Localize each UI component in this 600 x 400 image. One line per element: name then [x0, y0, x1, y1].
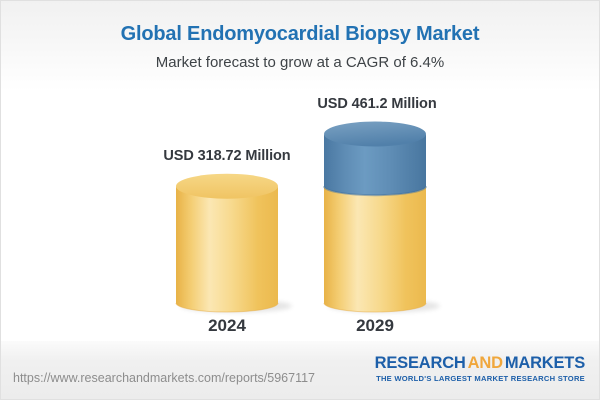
category-label-2024: 2024 — [208, 316, 246, 335]
page-title: Global Endomyocardial Biopsy Market — [120, 23, 480, 45]
gold-cylinder-top-face — [176, 173, 278, 199]
bottom-rim — [175, 302, 279, 313]
value-label-2024: USD 318.72 Million — [163, 148, 291, 164]
logo-tagline: THE WORLD'S LARGEST MARKET RESEARCH STOR… — [376, 373, 585, 383]
footer-band: https://www.researchandmarkets.com/repor… — [1, 341, 599, 399]
logo-part-markets: MARKETS — [504, 354, 585, 372]
gold-cylinder-body — [176, 186, 278, 312]
bottom-rim — [323, 302, 427, 313]
logo-wordmark: RESEARCH AND MARKETS — [374, 354, 586, 372]
value-label-2029: USD 461.2 Million — [317, 96, 437, 112]
header-band: Global Endomyocardial Biopsy Market Mark… — [1, 1, 599, 91]
page-subtitle: Market forecast to grow at a CAGR of 6.4… — [155, 54, 445, 71]
blue-cylinder-top-face — [324, 121, 426, 147]
logo-part-and: AND — [467, 354, 503, 372]
bar-2024 — [175, 173, 292, 313]
blue-growth-segment — [324, 134, 426, 196]
bar-2029 — [323, 121, 440, 313]
research-and-markets-logo: RESEARCH AND MARKETS THE WORLD'S LARGEST M… — [374, 354, 586, 383]
gold-base-segment — [324, 186, 426, 312]
report-url: https://www.researchandmarkets.com/repor… — [13, 371, 315, 385]
logo-part-research: RESEARCH — [374, 354, 466, 372]
category-label-2029: 2029 — [356, 316, 394, 335]
segment-boundary-rim — [323, 185, 427, 197]
